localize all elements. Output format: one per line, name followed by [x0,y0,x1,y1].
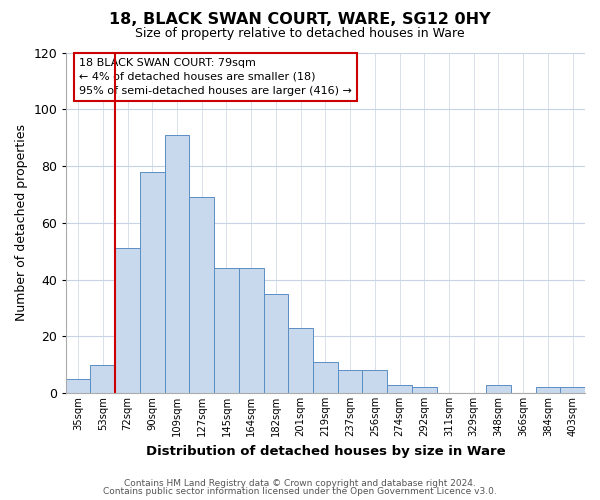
Bar [338,370,362,393]
Bar [288,328,313,393]
Bar [239,268,263,393]
Bar [115,248,140,393]
Text: Contains public sector information licensed under the Open Government Licence v3: Contains public sector information licen… [103,487,497,496]
Bar [412,388,437,393]
Y-axis label: Number of detached properties: Number of detached properties [15,124,28,322]
Bar [362,370,387,393]
Bar [66,379,91,393]
Bar [190,197,214,393]
Text: Contains HM Land Registry data © Crown copyright and database right 2024.: Contains HM Land Registry data © Crown c… [124,478,476,488]
Bar [313,362,338,393]
Bar [387,384,412,393]
Bar [560,388,585,393]
Bar [140,172,164,393]
Text: 18 BLACK SWAN COURT: 79sqm
← 4% of detached houses are smaller (18)
95% of semi-: 18 BLACK SWAN COURT: 79sqm ← 4% of detac… [79,58,352,96]
Bar [214,268,239,393]
Bar [536,388,560,393]
Bar [91,364,115,393]
Bar [164,135,190,393]
X-axis label: Distribution of detached houses by size in Ware: Distribution of detached houses by size … [146,444,505,458]
Bar [263,294,288,393]
Bar [486,384,511,393]
Text: Size of property relative to detached houses in Ware: Size of property relative to detached ho… [135,28,465,40]
Text: 18, BLACK SWAN COURT, WARE, SG12 0HY: 18, BLACK SWAN COURT, WARE, SG12 0HY [109,12,491,28]
